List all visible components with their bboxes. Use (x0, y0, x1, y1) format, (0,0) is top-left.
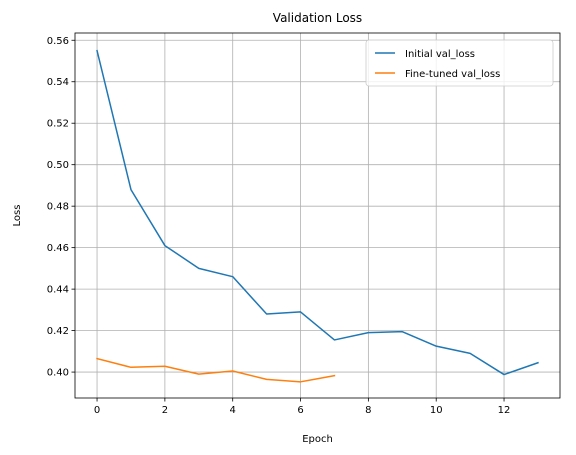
y-tick-label: 0.56 (47, 36, 69, 47)
grid (75, 33, 560, 398)
x-tick-label: 8 (365, 405, 371, 416)
x-tick-label: 12 (498, 405, 511, 416)
series-line-fine-tuned (96, 357, 336, 383)
x-tick-label: 10 (430, 405, 443, 416)
series-line-initial (96, 49, 539, 376)
legend-frame (365, 39, 554, 87)
y-tick-label: 0.42 (47, 326, 69, 337)
series-lines (96, 49, 539, 383)
x-tick-label: 4 (230, 405, 236, 416)
y-tick-label: 0.40 (47, 368, 69, 379)
chart-title: Validation Loss (273, 11, 362, 25)
legend-label-fine-tuned: Fine-tuned val_loss (405, 69, 500, 80)
y-axis-ticks: 0.40 0.42 0.44 0.46 0.48 0.50 0.52 0.54 0.56 (47, 36, 75, 379)
x-tick-label: 6 (297, 405, 303, 416)
y-tick-label: 0.54 (47, 77, 69, 88)
x-tick-label: 0 (94, 405, 100, 416)
y-tick-label: 0.46 (47, 243, 69, 254)
y-axis-label: Loss (12, 205, 23, 227)
x-axis-label: Epoch (302, 434, 333, 445)
x-tick-label: 2 (162, 405, 168, 416)
y-tick-label: 0.48 (47, 202, 69, 213)
y-tick-label: 0.52 (47, 119, 69, 130)
legend: Initial val_loss Fine-tuned val_loss (365, 39, 554, 87)
plot-frame (74, 32, 561, 399)
y-tick-label: 0.44 (47, 285, 69, 296)
legend-label-initial: Initial val_loss (405, 49, 475, 60)
y-tick-label: 0.50 (47, 160, 69, 171)
x-axis-ticks: 0 2 4 6 8 10 12 (94, 398, 511, 416)
